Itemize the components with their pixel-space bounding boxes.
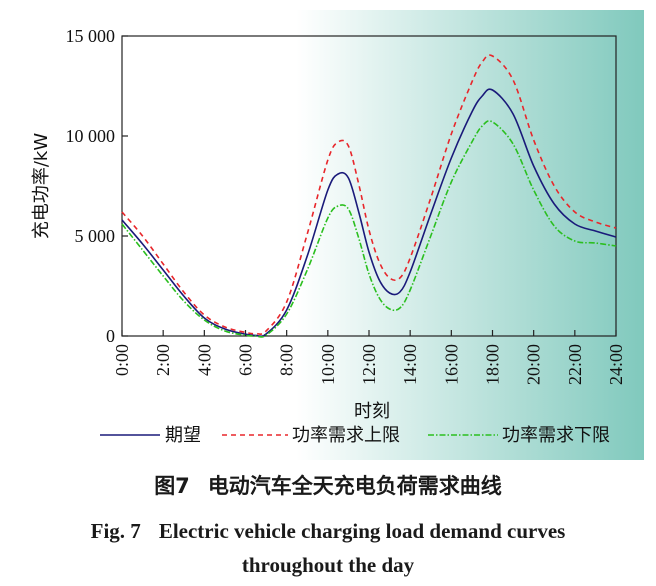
figure-caption-cn: 图7 电动汽车全天充电负荷需求曲线 [0, 470, 656, 500]
series-line-expected [121, 88, 617, 338]
x-tick-label: 6:00 [236, 344, 256, 376]
y-tick-label: 0 [106, 326, 115, 346]
series-line-lower [121, 120, 617, 338]
y-axis: 0 5 000 10 000 15 000 [66, 26, 128, 346]
legend-label-lower: 功率需求下限 [502, 425, 610, 446]
x-tick-label: 14:00 [400, 344, 420, 385]
x-tick-label: 24:00 [606, 344, 626, 385]
figure-title-cn: 电动汽车全天充电负荷需求曲线 [207, 474, 502, 498]
chart-panel-background [12, 10, 644, 460]
x-tick-label: 16:00 [441, 344, 461, 385]
figure-title-en-line2: throughout the day [241, 553, 415, 577]
series-line-upper [121, 54, 617, 335]
figure-number-en: Fig. 7 [90, 519, 141, 543]
x-tick-label: 0:00 [112, 344, 132, 376]
legend-label-expected: 期望 [165, 425, 201, 446]
legend-label-upper: 功率需求上限 [292, 425, 400, 446]
x-tick-label: 12:00 [359, 344, 379, 385]
x-tick-label: 8:00 [277, 344, 297, 376]
x-tick-label: 2:00 [153, 344, 173, 376]
x-tick-label: 4:00 [194, 344, 214, 376]
y-axis-label: 充电功率/kW [31, 133, 52, 239]
figure-caption-en-line2: throughout the day [0, 553, 656, 578]
x-axis-label: 时刻 [354, 401, 390, 422]
x-tick-label: 10:00 [318, 344, 338, 385]
figure-number-cn: 图7 [154, 474, 190, 498]
figure-caption-en: Fig. 7 Electric vehicle charging load dem… [0, 519, 656, 544]
x-tick-label: 22:00 [565, 344, 585, 385]
y-tick-label: 10 000 [66, 126, 116, 146]
x-tick-label: 20:00 [524, 344, 544, 385]
x-tick-label: 18:00 [483, 344, 503, 385]
series-layer [121, 54, 617, 338]
x-axis: 0:00 2:00 4:00 6:00 8:00 10:00 12:00 14:00 16:00… [112, 330, 626, 385]
figure-title-en-line1: Electric vehicle charging load demand cu… [158, 519, 566, 543]
y-tick-label: 5 000 [75, 226, 116, 246]
legend: 期望 功率需求上限 功率需求下限 [100, 425, 610, 446]
y-tick-label: 15 000 [66, 26, 116, 46]
